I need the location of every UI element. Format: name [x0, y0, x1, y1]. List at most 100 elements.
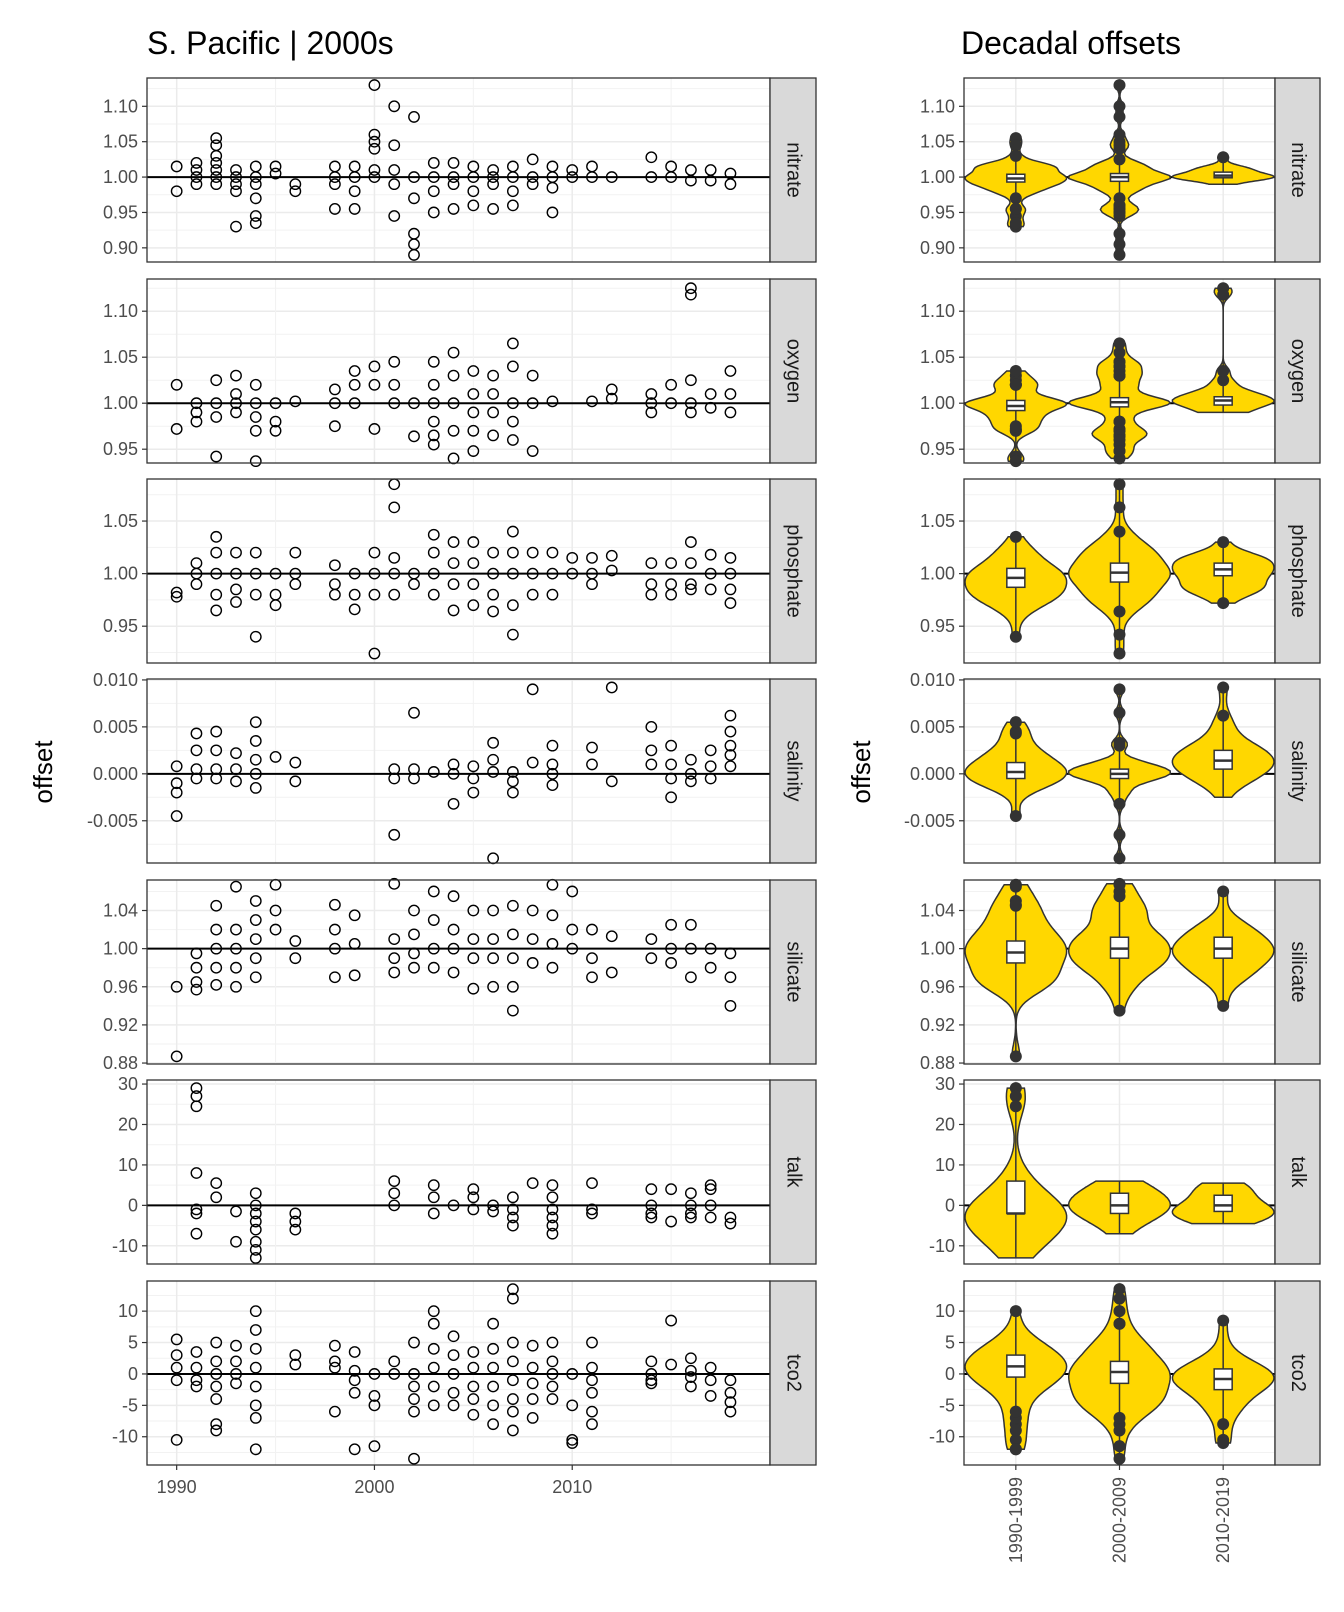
data-point-tco2 — [724, 1386, 737, 1399]
data-point-phosphate — [566, 567, 579, 580]
outlier-point-tco2 — [1113, 1305, 1126, 1318]
left-y-tick-label: -10 — [112, 1236, 138, 1256]
data-point-tco2 — [170, 1374, 183, 1387]
data-point-oxygen — [368, 360, 381, 373]
data-point-oxygen — [269, 424, 282, 437]
outlier-point-oxygen — [1217, 374, 1230, 387]
data-point-tco2 — [546, 1355, 559, 1368]
data-point-talk — [249, 1215, 262, 1228]
data-point-tco2 — [704, 1390, 717, 1402]
data-point-nitrate — [467, 199, 480, 212]
data-point-nitrate — [487, 178, 500, 191]
right-y-tick-label: 1.05 — [920, 132, 955, 152]
data-point-talk — [289, 1215, 302, 1228]
data-point-nitrate — [526, 171, 539, 183]
data-point-salinity — [546, 758, 559, 771]
left-y-tick-label: 0 — [128, 1195, 138, 1215]
data-point-tco2 — [249, 1361, 262, 1374]
data-point-nitrate — [427, 157, 440, 169]
data-point-oxygen — [249, 378, 262, 391]
data-point-nitrate — [190, 157, 203, 169]
data-point-silicate — [427, 914, 440, 926]
data-point-silicate — [348, 969, 361, 982]
data-point-talk — [190, 1100, 203, 1113]
left-chart-title: S. Pacific | 2000s — [147, 25, 394, 61]
outlier-point-tco2 — [1113, 1411, 1126, 1424]
data-point-talk — [546, 1211, 559, 1224]
outlier-point-salinity — [1113, 828, 1126, 841]
right-y-tick-label: 1.00 — [920, 167, 955, 187]
data-point-tco2 — [427, 1305, 440, 1318]
data-point-talk — [586, 1203, 598, 1216]
outlier-point-tco2 — [1113, 1452, 1126, 1465]
outlier-point-silicate — [1009, 1050, 1022, 1063]
data-point-phosphate — [427, 588, 440, 601]
left-y-tick-label: 0.95 — [103, 616, 138, 636]
data-point-phosphate — [368, 647, 381, 660]
data-point-talk — [506, 1211, 519, 1224]
data-point-tco2 — [427, 1399, 440, 1412]
data-point-salinity — [665, 791, 678, 804]
data-point-tco2 — [506, 1393, 519, 1405]
data-point-tco2 — [645, 1377, 658, 1390]
data-point-nitrate — [546, 206, 559, 219]
data-point-talk — [190, 1203, 203, 1216]
left-y-tick-label: 1.10 — [103, 96, 138, 116]
left-y-tick-label: -5 — [122, 1395, 138, 1415]
outlier-point-salinity — [1113, 739, 1126, 752]
data-point-salinity — [546, 767, 559, 780]
data-point-silicate — [586, 952, 598, 965]
data-point-phosphate — [546, 546, 559, 559]
data-point-salinity — [724, 749, 737, 761]
data-point-nitrate — [249, 178, 262, 191]
data-point-silicate — [447, 966, 460, 979]
data-point-salinity — [427, 766, 440, 778]
outlier-point-tco2 — [1009, 1405, 1022, 1418]
outlier-point-nitrate — [1113, 206, 1126, 219]
data-point-phosphate — [249, 630, 262, 643]
data-point-salinity — [230, 763, 242, 776]
data-point-tco2 — [526, 1412, 539, 1424]
data-point-talk — [388, 1199, 401, 1212]
data-point-phosphate — [210, 530, 223, 543]
data-point-talk — [210, 1191, 223, 1204]
data-point-phosphate — [368, 546, 381, 559]
data-point-phosphate — [487, 567, 500, 580]
left-strip-label-phosphate: phosphate — [783, 524, 805, 617]
data-point-talk — [645, 1183, 658, 1196]
data-point-talk — [487, 1205, 500, 1218]
data-point-salinity — [645, 720, 658, 733]
data-point-nitrate — [408, 171, 420, 183]
data-point-nitrate — [170, 185, 183, 198]
data-point-tco2 — [724, 1396, 737, 1409]
data-point-silicate — [586, 971, 598, 984]
data-point-tco2 — [586, 1418, 598, 1431]
data-point-phosphate — [249, 546, 262, 559]
data-point-salinity — [249, 716, 262, 729]
data-point-nitrate — [368, 135, 381, 148]
data-point-talk — [427, 1207, 440, 1220]
data-point-talk — [724, 1211, 737, 1224]
data-point-silicate — [408, 961, 420, 974]
data-point-oxygen — [348, 378, 361, 391]
data-point-tco2 — [704, 1374, 717, 1387]
left-y-tick-label: 0.88 — [103, 1053, 138, 1073]
data-point-silicate — [210, 978, 223, 991]
data-point-tco2 — [210, 1393, 223, 1405]
data-point-phosphate — [724, 567, 737, 580]
data-point-silicate — [546, 937, 559, 950]
data-point-phosphate — [605, 564, 618, 577]
data-point-silicate — [447, 923, 460, 936]
data-point-oxygen — [427, 355, 440, 368]
data-point-oxygen — [210, 450, 223, 463]
data-point-tco2 — [586, 1336, 598, 1349]
outlier-point-oxygen — [1009, 365, 1022, 377]
outlier-point-oxygen — [1217, 365, 1230, 377]
data-point-nitrate — [348, 203, 361, 215]
outlier-point-phosphate — [1217, 536, 1230, 549]
data-point-tco2 — [388, 1355, 401, 1368]
left-y-tick-label: 0.95 — [103, 202, 138, 222]
outlier-point-phosphate — [1217, 597, 1230, 610]
data-point-talk — [506, 1219, 519, 1232]
right-x-tick-label-2010-2019: 2010-2019 — [1213, 1477, 1233, 1563]
